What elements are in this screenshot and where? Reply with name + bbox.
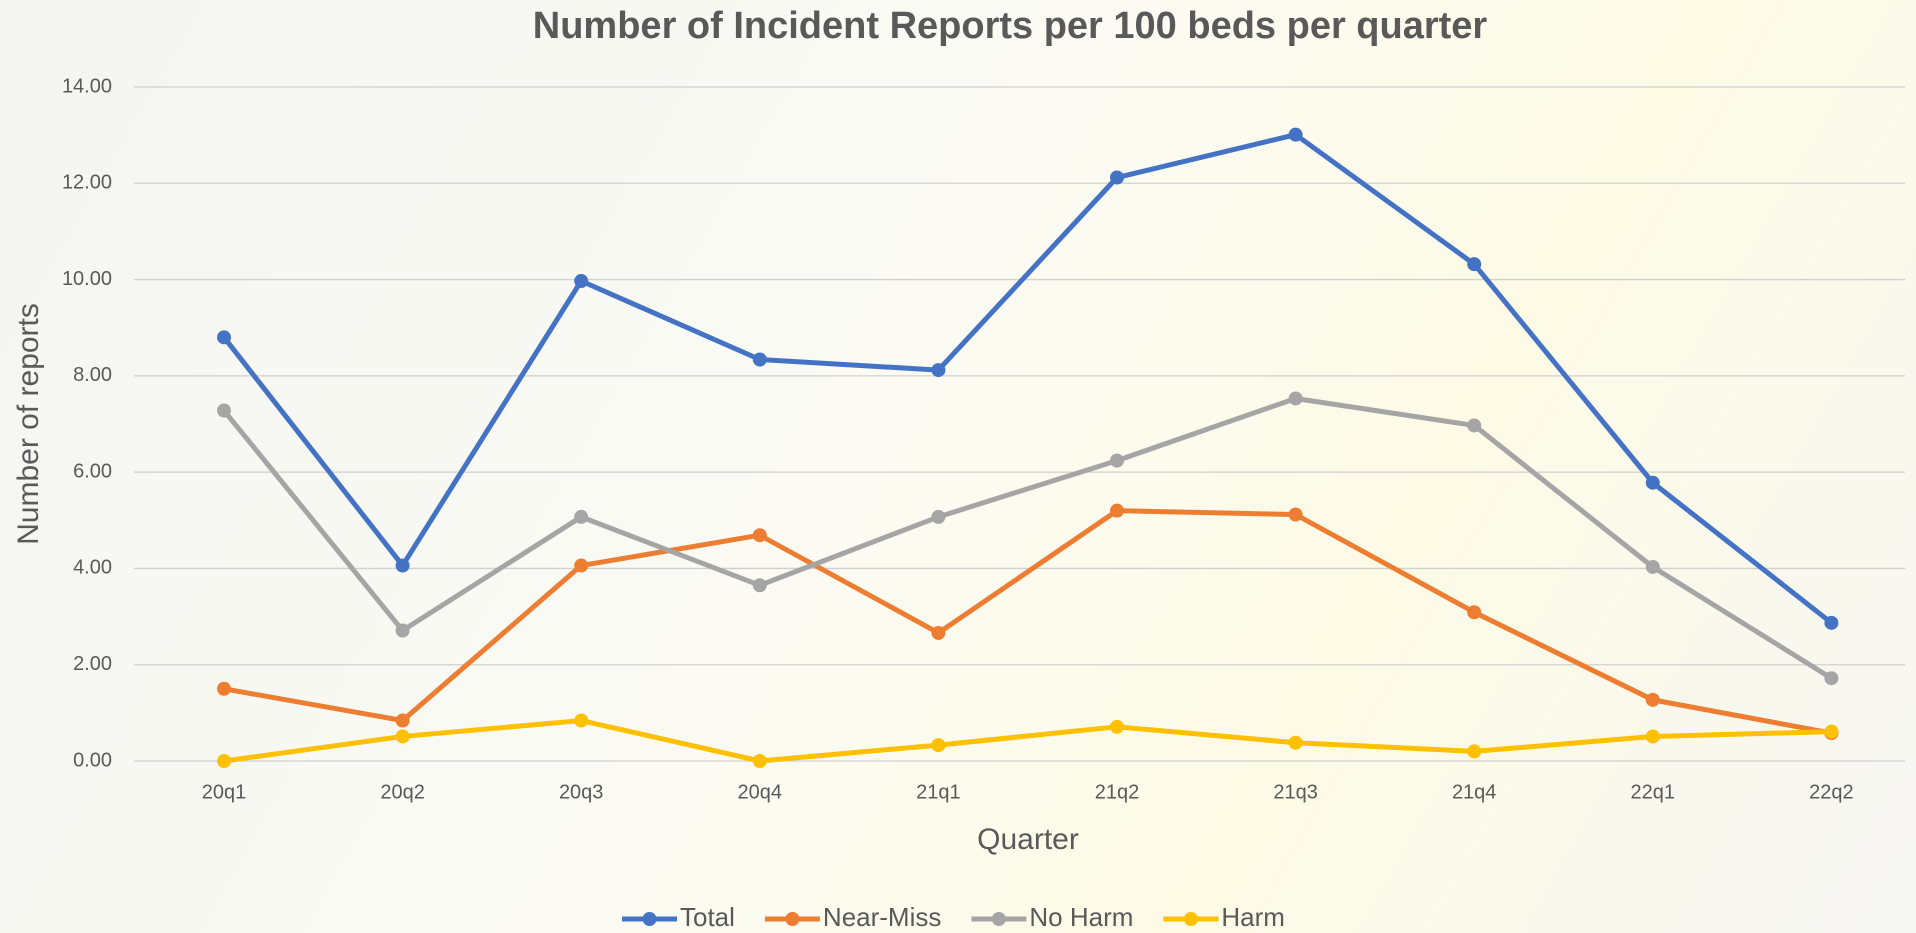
y-tick-label: 0.00 (73, 749, 112, 771)
legend-marker (992, 912, 1006, 926)
legend-label: Near-Miss (823, 902, 941, 932)
y-tick-label: 6.00 (73, 460, 112, 482)
x-tick-label: 21q3 (1273, 781, 1318, 803)
data-point (931, 626, 945, 640)
x-tick-label: 21q2 (1095, 781, 1140, 803)
data-point (1289, 736, 1303, 750)
legend-label: No Harm (1029, 902, 1133, 932)
legend-label: Total (680, 902, 735, 932)
data-point (1467, 257, 1481, 271)
x-tick-label: 22q2 (1809, 781, 1854, 803)
data-point (217, 754, 231, 768)
data-point (931, 738, 945, 752)
x-tick-label: 21q4 (1452, 781, 1497, 803)
data-point (1110, 171, 1124, 185)
y-tick-label: 2.00 (73, 653, 112, 675)
data-point (396, 624, 410, 638)
y-axis-title: Number of reports (12, 303, 45, 545)
series-line (224, 721, 1831, 761)
data-point (1646, 729, 1660, 743)
data-point (753, 578, 767, 592)
data-point (1467, 605, 1481, 619)
chart-title: Number of Incident Reports per 100 beds … (533, 5, 1488, 47)
data-point (753, 352, 767, 366)
x-tick-label: 21q1 (916, 781, 961, 803)
x-tick-label: 20q3 (559, 781, 604, 803)
data-point (217, 682, 231, 696)
series-line (224, 135, 1831, 623)
data-point (753, 754, 767, 768)
data-point (574, 274, 588, 288)
series-line (224, 398, 1831, 678)
data-point (1289, 391, 1303, 405)
x-tick-label: 22q1 (1631, 781, 1676, 803)
data-point (1646, 476, 1660, 490)
data-point (1824, 725, 1838, 739)
data-point (1110, 720, 1124, 734)
y-tick-label: 10.00 (62, 268, 112, 290)
data-point (396, 729, 410, 743)
data-point (753, 528, 767, 542)
x-tick-label: 20q1 (202, 781, 247, 803)
legend-marker (785, 912, 799, 926)
data-point (1110, 454, 1124, 468)
series-line (224, 511, 1831, 733)
legend-marker (643, 912, 657, 926)
data-point (396, 559, 410, 573)
y-tick-label: 14.00 (62, 75, 112, 97)
y-tick-label: 8.00 (73, 364, 112, 386)
x-tick-label: 20q4 (738, 781, 783, 803)
data-point (931, 510, 945, 524)
data-point (1467, 744, 1481, 758)
data-point (1110, 504, 1124, 518)
y-tick-label: 12.00 (62, 172, 112, 194)
data-point (931, 363, 945, 377)
legend-label: Harm (1221, 902, 1285, 932)
data-point (1646, 693, 1660, 707)
data-point (1824, 616, 1838, 630)
data-point (1289, 128, 1303, 142)
data-point (574, 559, 588, 573)
data-point (574, 510, 588, 524)
y-tick-label: 4.00 (73, 557, 112, 579)
x-axis-title: Quarter (977, 823, 1079, 856)
legend-marker (1184, 912, 1198, 926)
data-point (574, 714, 588, 728)
data-point (1646, 560, 1660, 574)
data-point (1467, 418, 1481, 432)
data-point (1289, 508, 1303, 522)
data-point (217, 330, 231, 344)
data-point (217, 404, 231, 418)
x-tick-label: 20q2 (380, 781, 425, 803)
data-point (396, 714, 410, 728)
data-point (1824, 671, 1838, 685)
chart: Number of Incident Reports per 100 beds … (0, 0, 1916, 933)
